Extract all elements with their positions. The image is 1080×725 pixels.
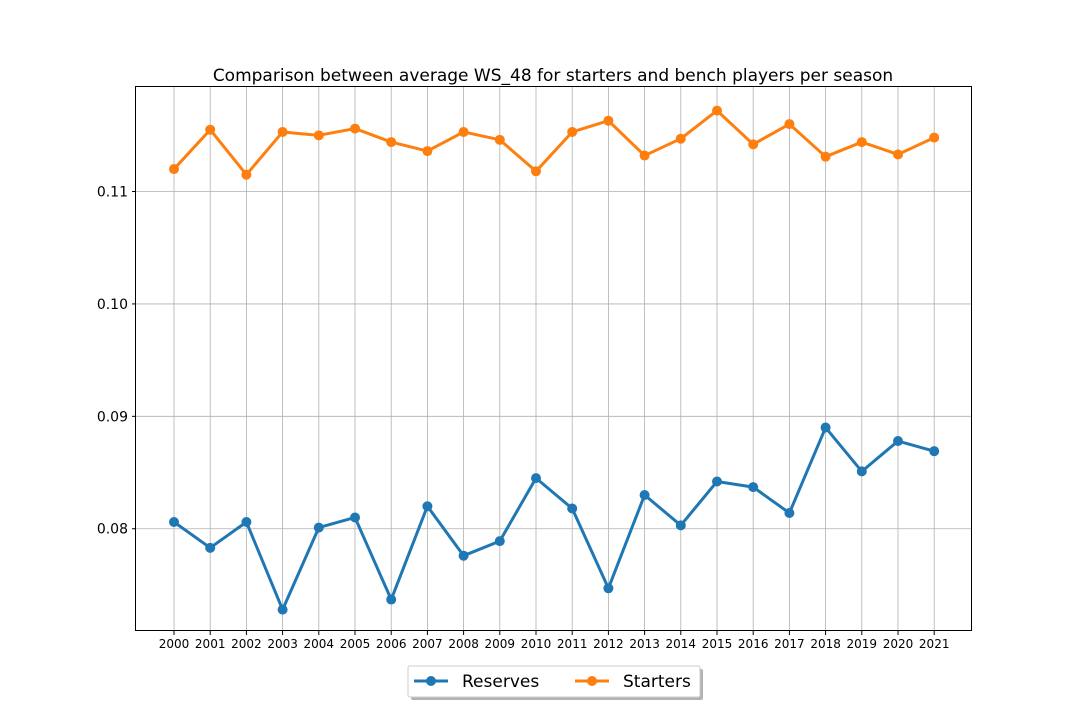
starters-point [856, 137, 867, 148]
starters-point [712, 105, 722, 116]
x-tick-label: 2003 [267, 637, 298, 651]
legend-box [407, 665, 701, 698]
reserves-point [313, 522, 324, 533]
x-tick-label: 2010 [521, 637, 552, 651]
x-tick-label: 2000 [159, 637, 190, 651]
reserves-point [458, 550, 469, 561]
reserves-line [173, 426, 935, 612]
x-tick-label: 2016 [738, 637, 769, 651]
y-axis-ticks: 0.08 0.09 0.10 0.11 [97, 185, 136, 538]
x-tick-label: 2013 [629, 637, 660, 651]
reserves-point [241, 516, 252, 527]
y-tick-label: 0.10 [97, 297, 128, 313]
grid-layer [136, 87, 972, 631]
starters-point [494, 134, 505, 145]
reserves-point [856, 466, 867, 477]
reserves-point [169, 516, 179, 527]
starters-point [241, 169, 252, 180]
starters-point [639, 150, 650, 161]
x-tick-label: 2008 [448, 637, 479, 651]
x-tick-label: 2021 [919, 637, 950, 651]
starters-point [350, 123, 360, 134]
reserves-point [494, 536, 505, 547]
y-tick-label: 0.09 [97, 409, 128, 425]
x-tick-label: 2011 [557, 637, 588, 651]
series-layer [169, 105, 940, 615]
starters-point [531, 166, 541, 177]
y-tick-label: 0.11 [97, 185, 128, 201]
x-tick-label: 2012 [593, 637, 624, 651]
starters-point [386, 137, 397, 148]
starters-point [893, 149, 903, 160]
reserves-point [639, 490, 650, 500]
x-tick-label: 2001 [195, 637, 226, 651]
x-tick-label: 2006 [376, 637, 407, 651]
reserves-point [205, 542, 216, 553]
reserves-point [567, 503, 578, 514]
reserves-legend-marker [426, 676, 436, 686]
starters-line [172, 109, 935, 177]
x-tick-label: 2014 [666, 637, 697, 651]
starters-point [603, 115, 614, 126]
reserves-point [748, 482, 759, 493]
x-axis-ticks: 2000 2001 2002 2003 2004 2005 2006 2007 2008 2009… [159, 631, 950, 651]
reserves-point [820, 422, 831, 433]
starters-point [277, 126, 288, 137]
starters-point [784, 119, 795, 130]
reserves-point [929, 446, 940, 457]
reserves-point [784, 507, 795, 518]
x-tick-label: 2019 [847, 637, 878, 651]
reserves-point [386, 594, 397, 605]
x-tick-label: 2017 [774, 637, 805, 651]
x-tick-label: 2002 [231, 637, 262, 651]
x-tick-label: 2005 [340, 637, 371, 651]
reserves-point [893, 436, 903, 447]
starters-point [205, 124, 216, 135]
reserves-point [350, 512, 360, 523]
starters-point [748, 139, 759, 150]
x-tick-label: 2004 [304, 637, 335, 651]
legend-entries: Reserves Starters [414, 672, 691, 692]
starters-point [169, 164, 179, 175]
plot-area-frame [135, 86, 972, 631]
reserves-point [603, 583, 614, 594]
starters-point [820, 151, 831, 162]
starters-point [422, 146, 433, 157]
starters-legend-label: Starters [623, 672, 691, 692]
starters-point [458, 126, 469, 137]
y-tick-label: 0.08 [97, 522, 128, 538]
legend: Reserves Starters [407, 665, 703, 700]
x-tick-label: 2007 [412, 637, 443, 651]
starters-point [929, 132, 940, 143]
x-tick-label: 2015 [702, 637, 733, 651]
reserves-point [277, 604, 288, 615]
x-tick-label: 2020 [883, 637, 914, 651]
reserves-point [675, 520, 686, 531]
starters-point [313, 130, 324, 141]
starters-point [567, 126, 578, 137]
reserves-point [712, 476, 722, 487]
x-tick-label: 2009 [485, 637, 516, 651]
chart-title: Comparison between average WS_48 for sta… [213, 66, 893, 86]
starters-point [675, 133, 686, 144]
reserves-legend-label: Reserves [462, 672, 539, 692]
reserves-point [422, 501, 433, 512]
starters-legend-marker [587, 676, 597, 686]
reserves-point [531, 473, 541, 484]
x-tick-label: 2018 [810, 637, 841, 651]
